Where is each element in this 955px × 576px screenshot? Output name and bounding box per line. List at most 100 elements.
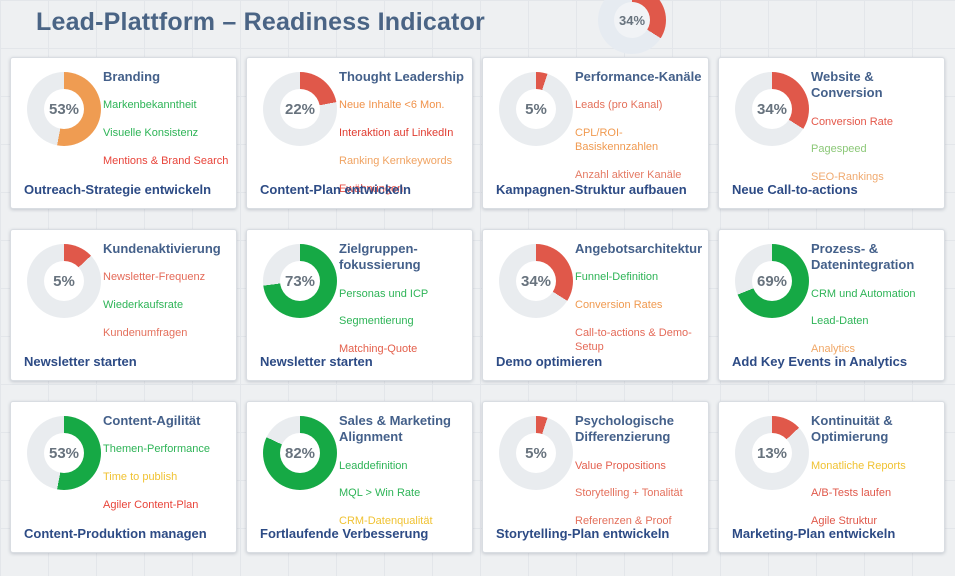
page-title: Lead-Plattform – Readiness Indicator: [36, 8, 485, 36]
overall-readiness-gauge: 34%: [598, 0, 666, 54]
donut-hole: 73%: [280, 261, 320, 301]
readiness-card[interactable]: 5% Psychologische Differenzierung Value …: [482, 401, 709, 553]
card-items: Newsletter-Frequenz Wiederkaufsrate Kunden…: [103, 271, 233, 340]
card-item: Wiederkaufsrate: [103, 299, 184, 311]
card-items: Leads (pro Kanal) CPL/ROI-Basiskennzahlen…: [575, 99, 705, 182]
donut-chart: 34%: [735, 72, 809, 146]
card-action-label: Storytelling-Plan entwickeln: [496, 526, 670, 541]
donut-hole: 34%: [516, 261, 556, 301]
donut-chart: 22%: [263, 72, 337, 146]
card-title: Content-Agilität: [103, 413, 201, 428]
card-items: Neue Inhalte <6 Mon. Interaktion auf Link…: [339, 99, 469, 196]
card-item: Matching-Quote: [339, 343, 418, 355]
card-item: Conversion Rate: [811, 115, 893, 128]
card-item: Neue Inhalte <6 Mon.: [339, 99, 445, 112]
card-action-label: Add Key Events in Analytics: [732, 354, 908, 369]
card-title: Website & Conversion: [811, 69, 883, 101]
card-content: Thought Leadership Neue Inhalte <6 Mon. I…: [339, 69, 469, 210]
readiness-card[interactable]: 5% Performance-Kanäle Leads (pro Kanal) C…: [482, 57, 709, 209]
donut-hole: 69%: [752, 261, 792, 301]
readiness-card[interactable]: 22% Thought Leadership Neue Inhalte <6 M…: [246, 57, 473, 209]
card-item: Pagespeed: [811, 143, 867, 156]
card-content: Sales & Marketing Alignment Leaddefiniti…: [339, 413, 469, 543]
card-items: Personas und ICP Segmentierung Matching-Qu…: [339, 288, 469, 357]
readiness-card[interactable]: 34% Website & Conversion Conversion Rate…: [718, 57, 945, 209]
card-content: Angebotsarchitektur Funnel-Definition Con…: [575, 241, 705, 368]
overall-readiness-percent: 34%: [618, 12, 646, 28]
donut-hole: 82%: [280, 433, 320, 473]
card-items: Funnel-Definition Conversion Rates Call-to…: [575, 271, 705, 354]
card-items: Conversion Rate Pagespeed SEO-Rankings: [811, 116, 941, 185]
card-items: Markenbekanntheit Visuelle Konsistenz Ment…: [103, 99, 233, 168]
card-title: Performance-Kanäle: [575, 69, 702, 84]
card-action-label: Content-Plan entwickeln: [260, 182, 411, 197]
card-item: Agile Struktur: [811, 515, 878, 527]
readiness-card[interactable]: 73% Zielgruppen-fokussierung Personas un…: [246, 229, 473, 381]
card-action-label: Neue Call-to-actions: [732, 182, 858, 197]
card-title: Psychologische Differenzierung: [575, 413, 674, 445]
card-item: MQL > Win Rate: [339, 487, 421, 500]
card-action-label: Kampagnen-Struktur aufbauen: [496, 182, 687, 197]
readiness-card[interactable]: 53% Branding Markenbekanntheit Visuelle K…: [10, 57, 237, 209]
readiness-card[interactable]: 53% Content-Agilität Themen-Performance T…: [10, 401, 237, 553]
donut-chart: 34%: [499, 244, 573, 318]
donut-hole: 53%: [44, 433, 84, 473]
card-content: Kontinuität & Optimierung Monatliche Rep…: [811, 413, 941, 543]
card-item: Monatliche Reports: [811, 459, 906, 472]
donut-hole: 53%: [44, 89, 84, 129]
readiness-card[interactable]: 82% Sales & Marketing Alignment Leaddefi…: [246, 401, 473, 553]
card-item: Newsletter-Frequenz: [103, 271, 206, 284]
card-action-label: Content-Produktion managen: [24, 526, 207, 541]
card-action-label: Fortlaufende Verbesserung: [260, 526, 429, 541]
readiness-card[interactable]: 69% Prozess- & Datenintegration CRM und …: [718, 229, 945, 381]
card-action-label: Newsletter starten: [260, 354, 373, 369]
donut-percent-label: 5%: [53, 272, 75, 290]
card-item: Lead-Daten: [811, 315, 869, 328]
donut-percent-label: 34%: [520, 272, 552, 290]
donut-percent-label: 69%: [756, 272, 788, 290]
donut-hole: 22%: [280, 89, 320, 129]
card-title: Kundenaktivierung: [103, 241, 221, 256]
donut-percent-label: 82%: [284, 444, 316, 462]
card-item: Visuelle Konsistenz: [103, 127, 199, 139]
card-items: Leaddefinition MQL > Win Rate CRM-Datenqua…: [339, 460, 469, 529]
card-action-label: Marketing-Plan entwickeln: [732, 526, 896, 541]
card-content: Performance-Kanäle Leads (pro Kanal) CPL/…: [575, 69, 705, 196]
card-content: Content-Agilität Themen-Performance Time …: [103, 413, 233, 527]
card-items: Monatliche Reports A/B-Tests laufen Agile …: [811, 460, 941, 529]
card-item: Ranking Kernkeywords: [339, 154, 453, 167]
card-item: Analytics: [811, 343, 856, 355]
card-item: Referenzen & Proof: [575, 515, 672, 527]
card-item: Call-to-actions & Demo-Setup: [575, 326, 692, 353]
card-content: Zielgruppen-fokussierung Personas und IC…: [339, 241, 469, 371]
card-title: Thought Leadership: [339, 69, 464, 84]
card-item: Interaktion auf LinkedIn: [339, 127, 454, 139]
card-title: Kontinuität & Optimierung: [811, 413, 893, 445]
card-item: Personas und ICP: [339, 287, 429, 300]
readiness-card[interactable]: 5% Kundenaktivierung Newsletter-Frequenz…: [10, 229, 237, 381]
donut-percent-label: 34%: [756, 100, 788, 118]
donut-hole: 34%: [752, 89, 792, 129]
card-item: SEO-Rankings: [811, 171, 884, 183]
readiness-card[interactable]: 13% Kontinuität & Optimierung Monatliche…: [718, 401, 945, 553]
card-item: Mentions & Brand Search: [103, 154, 229, 167]
donut-chart: 13%: [735, 416, 809, 490]
card-item: Ewähnungen: [339, 182, 404, 195]
card-content: Prozess- & Datenintegration CRM und Auto…: [811, 241, 941, 371]
card-item: Storytelling + Tonalität: [575, 487, 683, 500]
card-item: Segmentierung: [339, 315, 414, 328]
donut-chart: 53%: [27, 416, 101, 490]
card-item: Value Propositions: [575, 459, 666, 472]
donut-percent-label: 5%: [525, 100, 547, 118]
donut-percent-label: 53%: [48, 100, 80, 118]
card-item: CRM und Automation: [811, 287, 916, 300]
donut-percent-label: 22%: [284, 100, 316, 118]
donut-hole: 5%: [516, 89, 556, 129]
card-items: Themen-Performance Time to publish Agiler …: [103, 443, 233, 512]
card-item: Themen-Performance: [103, 443, 210, 456]
donut-chart: 69%: [735, 244, 809, 318]
card-item: CRM-Datenqualität: [339, 515, 433, 527]
readiness-card[interactable]: 34% Angebotsarchitektur Funnel-Definitio…: [482, 229, 709, 381]
card-item: Anzahl aktiver Kanäle: [575, 168, 682, 181]
donut-hole: 13%: [752, 433, 792, 473]
